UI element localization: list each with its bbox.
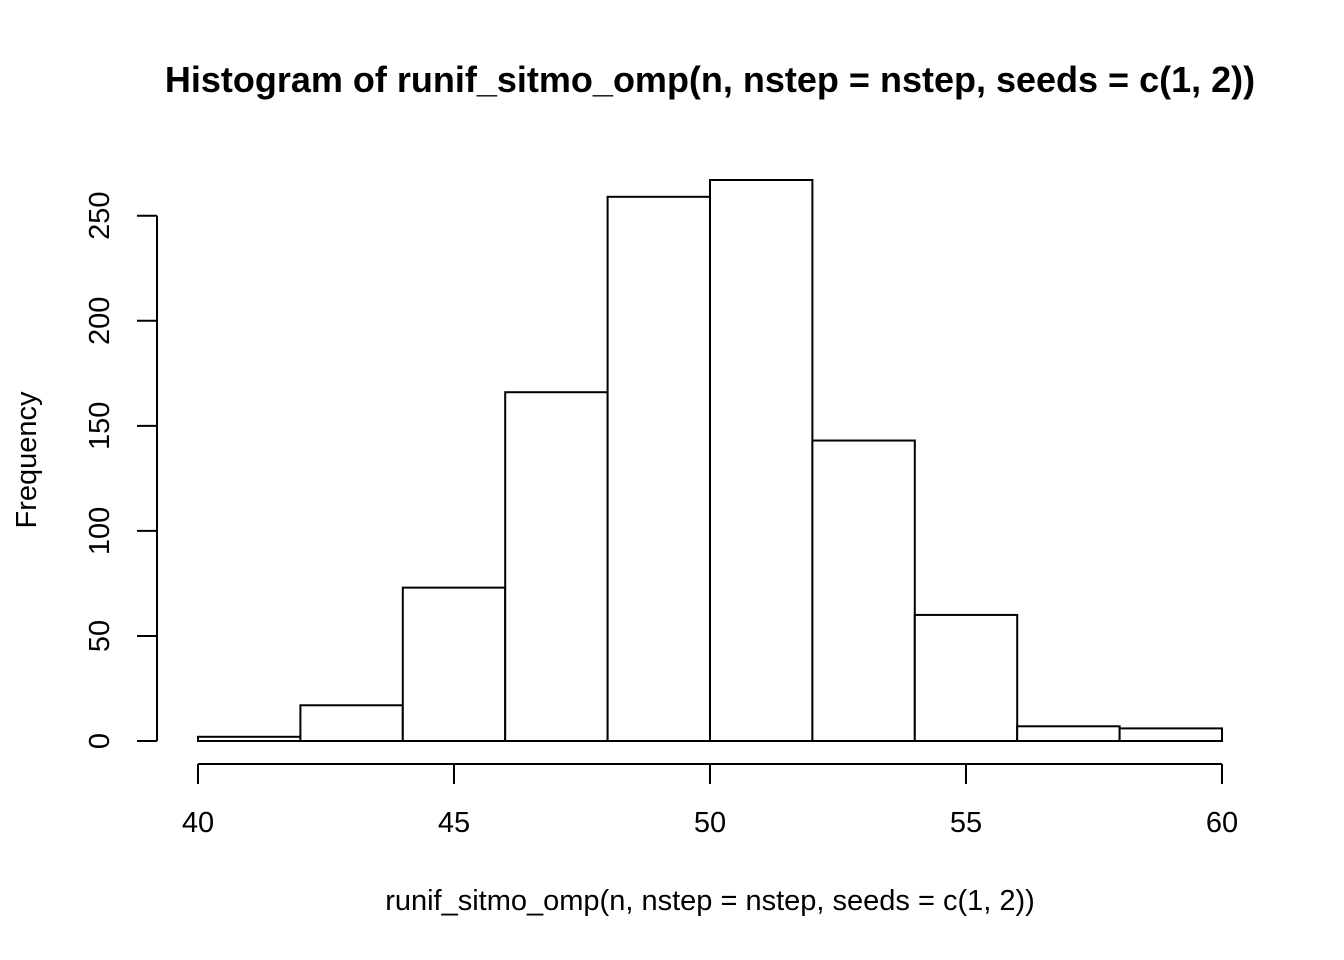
- y-tick-label-250: 250: [84, 192, 116, 240]
- y-axis-label: Frequency: [11, 391, 43, 529]
- histogram-bar-8: [1016, 725, 1121, 742]
- histogram-bar-2: [401, 586, 507, 742]
- x-tick-label-50: 50: [694, 807, 726, 839]
- histogram-bar-1: [299, 704, 404, 742]
- x-tick-label-40: 40: [182, 807, 214, 839]
- y-axis: 0 50 100 150 200 250: [84, 192, 158, 749]
- x-tick-label-60: 60: [1206, 807, 1238, 839]
- x-tick-label-55: 55: [950, 807, 982, 839]
- x-tick-label-45: 45: [438, 807, 470, 839]
- y-tick-label-200: 200: [84, 297, 116, 345]
- histogram-bar-9: [1118, 727, 1223, 742]
- bars-group: [197, 179, 1223, 743]
- histogram-bar-5: [709, 179, 814, 742]
- y-tick-label-0: 0: [84, 733, 116, 749]
- histogram-bar-6: [811, 439, 916, 742]
- histogram-bar-0: [197, 735, 302, 742]
- chart-title: Histogram of runif_sitmo_omp(n, nstep = …: [165, 59, 1255, 100]
- x-axis: 40 45 50 55 60: [182, 763, 1238, 839]
- x-axis-label: runif_sitmo_omp(n, nstep = nstep, seeds …: [385, 885, 1035, 917]
- histogram-bar-4: [606, 195, 711, 743]
- histogram-bar-3: [504, 391, 609, 742]
- y-tick-label-50: 50: [84, 620, 116, 652]
- histogram-bar-7: [913, 613, 1019, 742]
- y-tick-label-150: 150: [84, 402, 116, 450]
- y-tick-label-100: 100: [84, 507, 116, 555]
